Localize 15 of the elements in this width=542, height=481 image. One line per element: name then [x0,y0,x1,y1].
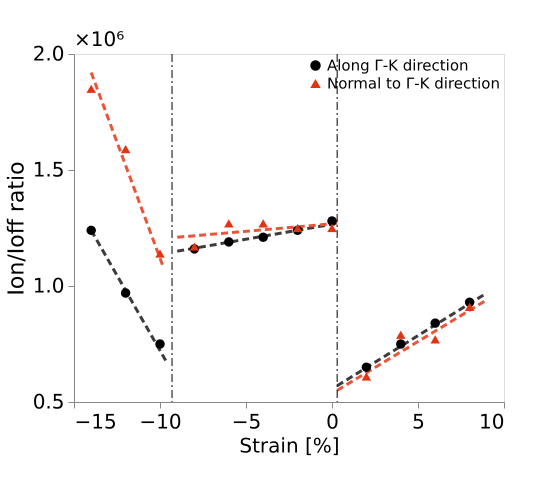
y-tick-label: 2.0 [32,42,64,66]
y-tick-label: 1.0 [32,274,64,298]
x-tick-label: −15 [74,410,117,434]
legend-label: Along Γ-K direction [327,56,469,74]
y-tick-label: 0.5 [32,390,64,414]
x-tick-label: 0 [326,410,339,434]
x-tick-label: −10 [139,410,182,434]
text: ×10⁶ [74,27,124,51]
x-axis-title: Strain [%] [239,434,340,458]
y-axis-title: Ion/Ioff ratio [4,161,30,296]
x-tick-label: −5 [232,410,262,434]
legend-label: Normal to Γ-K direction [327,74,500,92]
y-tick-label: 1.5 [32,158,64,182]
x-tick-label: 10 [479,410,504,434]
x-tick-label: 5 [412,410,425,434]
